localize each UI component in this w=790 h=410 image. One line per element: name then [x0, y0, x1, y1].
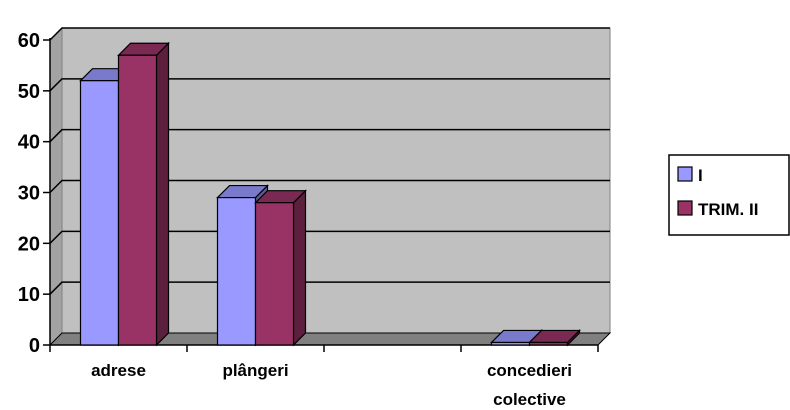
gridline — [49, 230, 610, 244]
y-tick-label: 30 — [18, 183, 40, 205]
legend: I TRIM. II — [668, 154, 790, 236]
bar-front — [216, 196, 257, 346]
category-label: plângeri — [222, 361, 288, 380]
bar-side — [292, 189, 307, 347]
gridline — [49, 78, 610, 92]
bar-front — [490, 341, 531, 346]
gridline — [49, 27, 610, 41]
gridline — [49, 281, 610, 295]
legend-swatch — [677, 200, 693, 216]
bar-front — [254, 202, 295, 346]
gridline — [49, 179, 610, 194]
y-tick-label: 20 — [18, 233, 40, 255]
bar-front — [117, 54, 158, 346]
category-label: concedieri — [487, 361, 572, 380]
y-tick-label: 0 — [29, 335, 40, 357]
bar-front — [79, 80, 120, 346]
gridlines — [49, 27, 610, 295]
legend-label: TRIM. II — [698, 200, 758, 219]
y-tick-label: 60 — [18, 30, 40, 52]
legend-swatch — [677, 166, 693, 182]
y-tick-label: 10 — [18, 284, 40, 306]
bar — [528, 329, 581, 347]
bar-side — [155, 41, 170, 347]
y-tick-label: 40 — [18, 132, 40, 154]
bar-front — [528, 341, 569, 346]
gridline — [49, 128, 610, 143]
bars — [79, 41, 581, 347]
axis-labels: 0 10 20 30 40 50 60 adrese plângeri concedieri col… — [18, 30, 572, 409]
bar — [254, 189, 307, 347]
category-label: adrese — [91, 361, 146, 380]
y-tick-label: 50 — [18, 81, 40, 103]
category-label: colective — [493, 390, 566, 409]
bar — [117, 41, 170, 347]
legend-label: I — [698, 166, 703, 185]
